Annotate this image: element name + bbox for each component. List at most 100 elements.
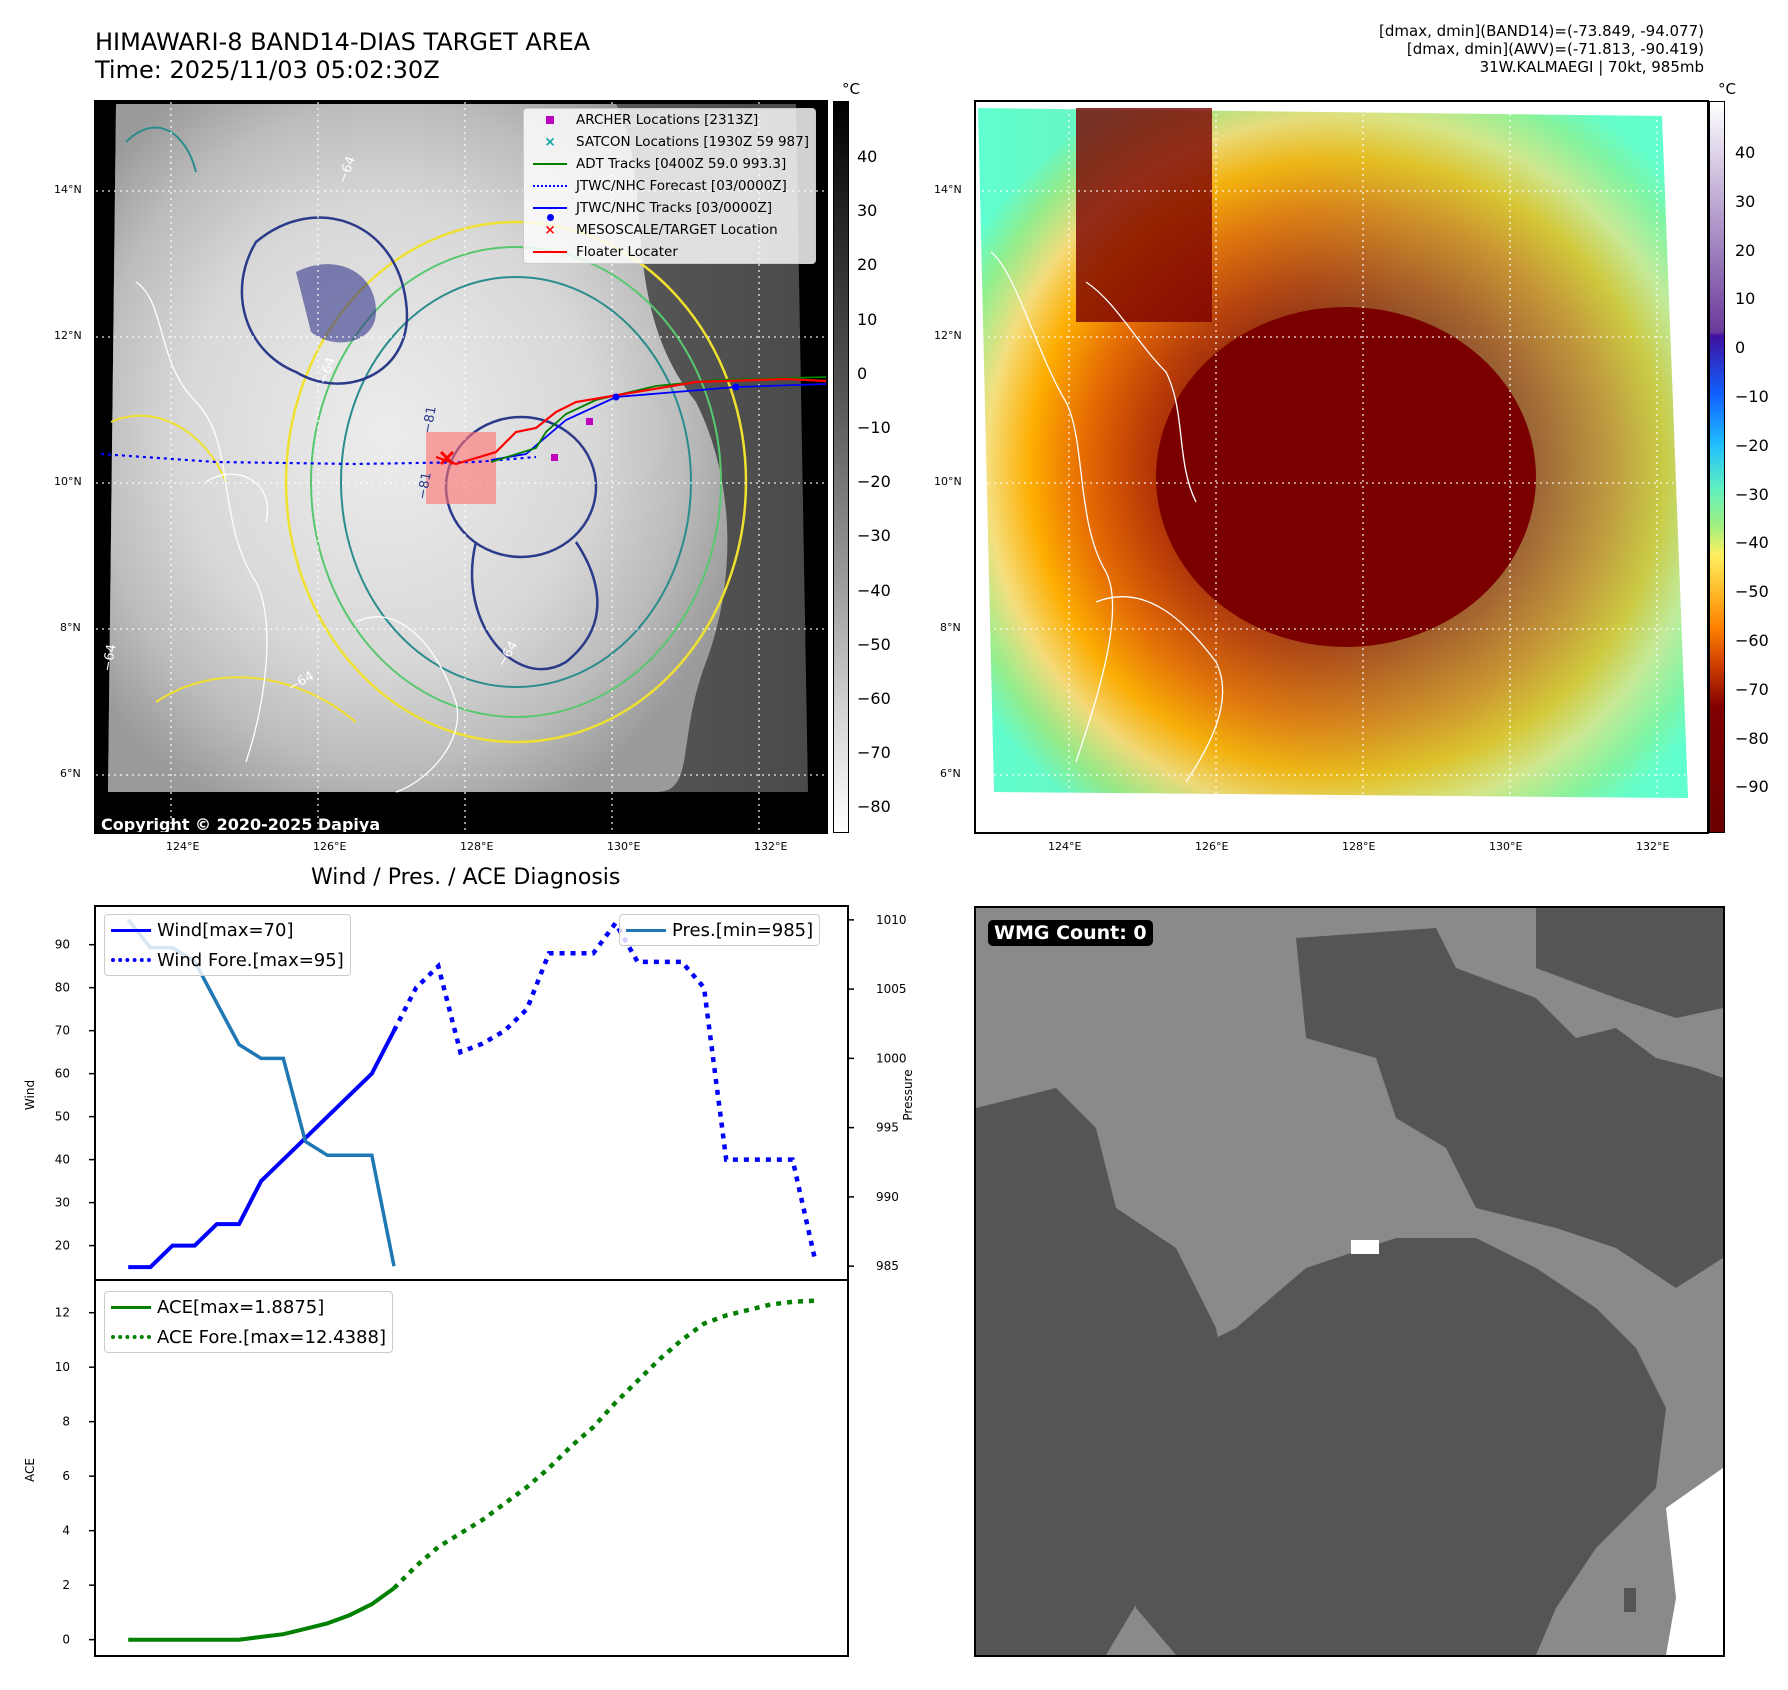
- colorbar2: [1709, 101, 1725, 833]
- colorbar1-tick: −80: [857, 797, 891, 817]
- ace-axis-ticklabel: 6: [62, 1469, 70, 1483]
- map-legend: ARCHER Locations [2313Z] × SATCON Locatio…: [523, 108, 816, 264]
- wind-axis-ticklabel: 70: [55, 1024, 70, 1038]
- p2-lon-128: 128°E: [1342, 840, 1376, 853]
- p2-lon-126: 126°E: [1195, 840, 1229, 853]
- colorbar2-tick: 30: [1735, 191, 1756, 211]
- legend-jtwc-tracks: JTWC/NHC Tracks [03/0000Z]: [524, 197, 815, 221]
- colorbar1-tick: −60: [857, 689, 891, 708]
- colorbar2-tick: −80: [1735, 728, 1769, 748]
- colorbar1-tick: 30: [857, 201, 878, 221]
- ace-axis-ticklabel: 10: [55, 1360, 70, 1374]
- p2-lat-14: 14°N: [934, 183, 962, 196]
- wind-legend: Wind[max=70] Wind Fore.[max=95]: [104, 914, 351, 976]
- legend-adt: ADT Tracks [0400Z 59.0 993.3]: [524, 153, 815, 175]
- p2-lon-132: 132°E: [1636, 840, 1670, 853]
- ace-axis-ticklabel: 0: [62, 1633, 70, 1647]
- pres-legend: Pres.[min=985]: [619, 914, 821, 946]
- band14-map-image: −64 −64 −64 −64 −64 −81 −81 Copyright © …: [96, 102, 826, 832]
- info-line-1: [dmax, dmin](BAND14)=(-73.849, -94.077): [1379, 22, 1704, 40]
- p1-lon-130: 130°E: [607, 840, 641, 853]
- p1-lon-124: 124°E: [166, 840, 200, 853]
- title-line-2: Time: 2025/11/03 05:02:30Z: [95, 56, 440, 84]
- wind-axis-label: Wind: [23, 1080, 37, 1110]
- colorbar1-unit: °C: [842, 80, 860, 98]
- p1-lat-6: 6°N: [60, 767, 81, 780]
- colorbar2-unit: °C: [1718, 80, 1736, 98]
- wind-axis-ticklabel: 60: [55, 1067, 70, 1081]
- colorbar2-tick: 40: [1735, 143, 1756, 162]
- wmg-count-badge: WMG Count: 0: [988, 920, 1153, 946]
- colorbar2-tick: 10: [1735, 289, 1756, 309]
- ace-axis-label: ACE: [23, 1458, 37, 1482]
- legend-pres: Pres.[min=985]: [620, 915, 819, 945]
- pressure-axis-ticklabel: 985: [876, 1259, 899, 1273]
- wmg-panel: WMG Count: 0: [974, 906, 1725, 1657]
- ace-axis-ticklabel: 12: [55, 1306, 70, 1320]
- copyright-text: Copyright © 2020-2025 Dapiya: [101, 815, 380, 832]
- pressure-axis-label: Pressure: [901, 1069, 915, 1120]
- colorbar1-tick: 40: [857, 147, 878, 166]
- colorbar1-tick: −20: [857, 472, 891, 492]
- colorbar2-tick: −20: [1735, 435, 1769, 455]
- legend-wind-fore: Wind Fore.[max=95]: [105, 945, 350, 975]
- storm-info: [dmax, dmin](BAND14)=(-73.849, -94.077) …: [1379, 22, 1704, 76]
- colorbar2-tick: 0: [1735, 338, 1746, 358]
- legend-floater: Floater Locater: [524, 241, 815, 263]
- legend-ace: ACE[max=1.8875]: [105, 1292, 392, 1322]
- colorbar2-tick: −50: [1735, 582, 1769, 602]
- p2-lat-10: 10°N: [934, 475, 962, 488]
- title-line-1: HIMAWARI-8 BAND14-DIAS TARGET AREA: [95, 28, 591, 56]
- legend-ace-fore: ACE Fore.[max=12.4388]: [105, 1322, 392, 1352]
- colorbar2-tick: −90: [1735, 777, 1769, 797]
- p2-lat-6: 6°N: [940, 767, 961, 780]
- legend-jtwc-forecast: JTWC/NHC Forecast [03/0000Z]: [524, 175, 815, 197]
- awv-map-image: [976, 102, 1707, 832]
- colorbar2-tick: −10: [1735, 387, 1769, 406]
- ace-axis-ticklabel: 8: [62, 1415, 70, 1429]
- wind-forecast-series-line: [391, 919, 817, 1259]
- colorbar2-tick: −60: [1735, 631, 1769, 650]
- contour-label-5: −64: [100, 643, 120, 673]
- colorbar2-tick: 20: [1735, 240, 1756, 260]
- wmg-image: [976, 908, 1723, 1655]
- colorbar1-tick: 20: [857, 255, 878, 275]
- pressure-axis-ticklabel: 1010: [876, 913, 907, 927]
- colorbar1-tick: 0: [857, 363, 868, 383]
- p1-lat-14: 14°N: [54, 183, 82, 196]
- info-line-2: [dmax, dmin](AWV)=(-71.813, -90.419): [1406, 40, 1704, 58]
- diag-title: Wind / Pres. / ACE Diagnosis: [311, 865, 621, 890]
- p2-lon-124: 124°E: [1048, 840, 1082, 853]
- p1-lat-12: 12°N: [54, 329, 82, 342]
- band14-map-panel: −64 −64 −64 −64 −64 −81 −81 Copyright © …: [94, 100, 828, 834]
- p2-lat-12: 12°N: [934, 329, 962, 342]
- pressure-axis-ticklabel: 995: [876, 1121, 899, 1135]
- p1-lat-8: 8°N: [60, 621, 81, 634]
- colorbar2-tick: −40: [1735, 533, 1769, 553]
- ace-forecast-series-line: [392, 1298, 815, 1590]
- legend-wind: Wind[max=70]: [105, 915, 350, 945]
- legend-mesoscale: × MESOSCALE/TARGET Location: [544, 222, 778, 238]
- colorbar2-tick: −30: [1735, 484, 1769, 504]
- legend-archer: ARCHER Locations [2313Z]: [524, 109, 815, 131]
- ace-series-line: [128, 1586, 396, 1642]
- wind-series-line: [128, 1029, 396, 1270]
- p1-lat-10: 10°N: [54, 475, 82, 488]
- wind-axis-ticklabel: 90: [55, 938, 70, 952]
- p2-lon-130: 130°E: [1489, 840, 1523, 853]
- pressure-axis-ticklabel: 1000: [876, 1051, 907, 1065]
- p1-lon-132: 132°E: [754, 840, 788, 853]
- wind-axis-ticklabel: 20: [55, 1239, 70, 1253]
- wind-axis-ticklabel: 80: [55, 981, 70, 995]
- legend-satcon: × SATCON Locations [1930Z 59 987]: [544, 134, 809, 150]
- colorbar1-tick: −50: [857, 634, 891, 654]
- contour-label-6: −81: [420, 405, 440, 435]
- ace-axis-ticklabel: 4: [62, 1524, 70, 1538]
- ace-legend: ACE[max=1.8875] ACE Fore.[max=12.4388]: [104, 1291, 393, 1353]
- colorbar1: [833, 101, 849, 833]
- pressure-axis-ticklabel: 990: [876, 1190, 899, 1204]
- contour-label-7: −81: [415, 471, 435, 501]
- colorbar1-tick: −70: [857, 743, 891, 763]
- p1-lon-128: 128°E: [460, 840, 494, 853]
- colorbar2-tick: −70: [1735, 679, 1769, 699]
